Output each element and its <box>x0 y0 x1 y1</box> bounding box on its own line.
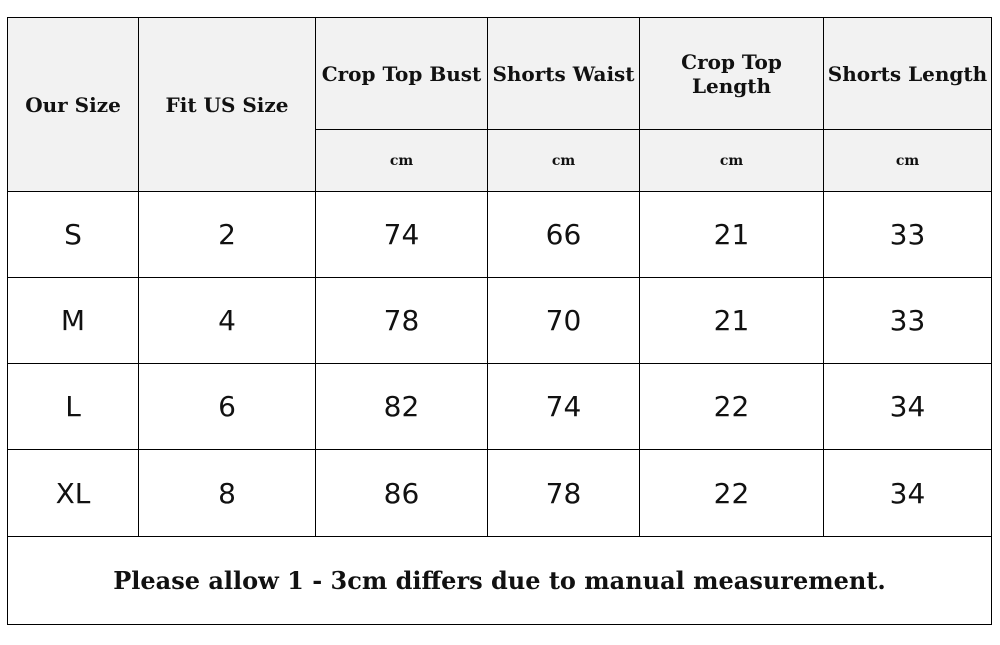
table-cell: 6 <box>139 364 316 450</box>
table-cell: 33 <box>824 192 991 278</box>
header-crop-top-bust: Crop Top Bust <box>316 18 488 130</box>
table-cell: 66 <box>488 192 640 278</box>
unit-crop-top-bust: cm <box>316 130 488 192</box>
header-shorts-length: Shorts Length <box>824 18 991 130</box>
table-cell: 22 <box>640 450 824 537</box>
header-crop-top-length-label: Crop Top Length <box>681 49 782 98</box>
table-cell: 74 <box>488 364 640 450</box>
table-cell: 86 <box>316 450 488 537</box>
table-cell: 78 <box>316 278 488 364</box>
unit-crop-top-length: cm <box>640 130 824 192</box>
measurement-note: Please allow 1 - 3cm differs due to manu… <box>113 566 886 595</box>
table-cell: 21 <box>640 192 824 278</box>
header-shorts-waist: Shorts Waist <box>488 18 640 130</box>
header-our-size: Our Size <box>8 18 139 192</box>
unit-shorts-waist: cm <box>488 130 640 192</box>
table-cell: 33 <box>824 278 991 364</box>
table-cell: 78 <box>488 450 640 537</box>
unit-label: cm <box>895 152 920 169</box>
table-cell: 34 <box>824 450 991 537</box>
table-cell: S <box>8 192 139 278</box>
table-cell: 34 <box>824 364 991 450</box>
unit-label: cm <box>551 152 576 169</box>
table-cell: L <box>8 364 139 450</box>
unit-label: cm <box>719 152 744 169</box>
table-cell: 82 <box>316 364 488 450</box>
unit-label: cm <box>389 152 414 169</box>
header-crop-top-length: Crop Top Length <box>640 18 824 130</box>
unit-shorts-length: cm <box>824 130 991 192</box>
header-shorts-waist-label: Shorts Waist <box>492 61 635 86</box>
table-cell: 21 <box>640 278 824 364</box>
header-our-size-label: Our Size <box>25 92 121 117</box>
header-crop-top-bust-label: Crop Top Bust <box>321 61 482 86</box>
table-cell: 2 <box>139 192 316 278</box>
header-fit-us-size: Fit US Size <box>139 18 316 192</box>
table-cell: 74 <box>316 192 488 278</box>
table-cell: 70 <box>488 278 640 364</box>
table-cell: 4 <box>139 278 316 364</box>
table-cell: M <box>8 278 139 364</box>
table-cell: 8 <box>139 450 316 537</box>
size-chart-table: Our Size Fit US Size Crop Top Bust Short… <box>7 17 992 625</box>
table-cell: XL <box>8 450 139 537</box>
header-fit-us-size-label: Fit US Size <box>165 92 289 117</box>
header-shorts-length-label: Shorts Length <box>827 61 988 86</box>
table-cell: 22 <box>640 364 824 450</box>
